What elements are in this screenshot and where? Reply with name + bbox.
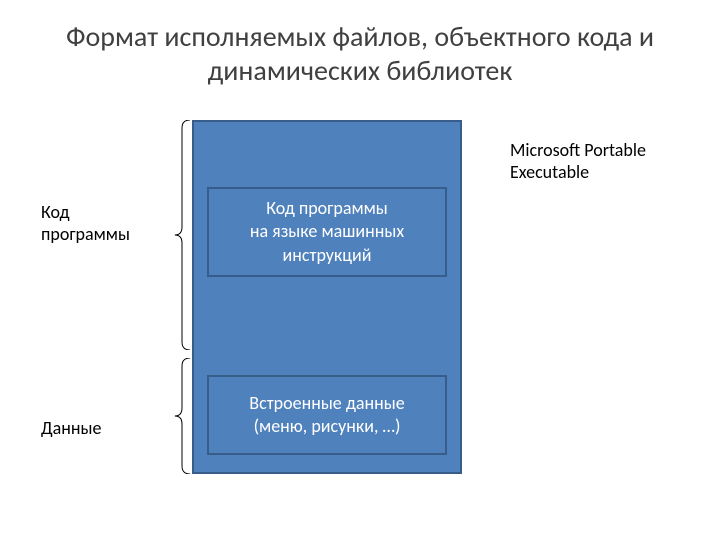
code-block: Код программына языке машинных инструкци… [207,187,447,277]
slide-title: Формат исполняемых файлов, объектного ко… [0,20,720,87]
data-block-text: Встроенные данные(меню, рисунки, …) [249,392,404,439]
label-pe-text: Microsoft Portable Executable [510,139,646,183]
code-block-text: Код программына языке машинных инструкци… [217,197,437,267]
label-data-text: Данные [41,417,101,439]
data-block: Встроенные данные(меню, рисунки, …) [207,375,447,455]
bracket-code [172,120,190,350]
slide: Формат исполняемых файлов, объектного ко… [0,0,720,540]
label-pe: Microsoft Portable Executable [510,140,680,183]
label-data: Данные [41,418,161,440]
label-code: Код программы [41,202,161,245]
bracket-data [172,358,190,474]
label-code-text: Код программы [41,201,130,245]
